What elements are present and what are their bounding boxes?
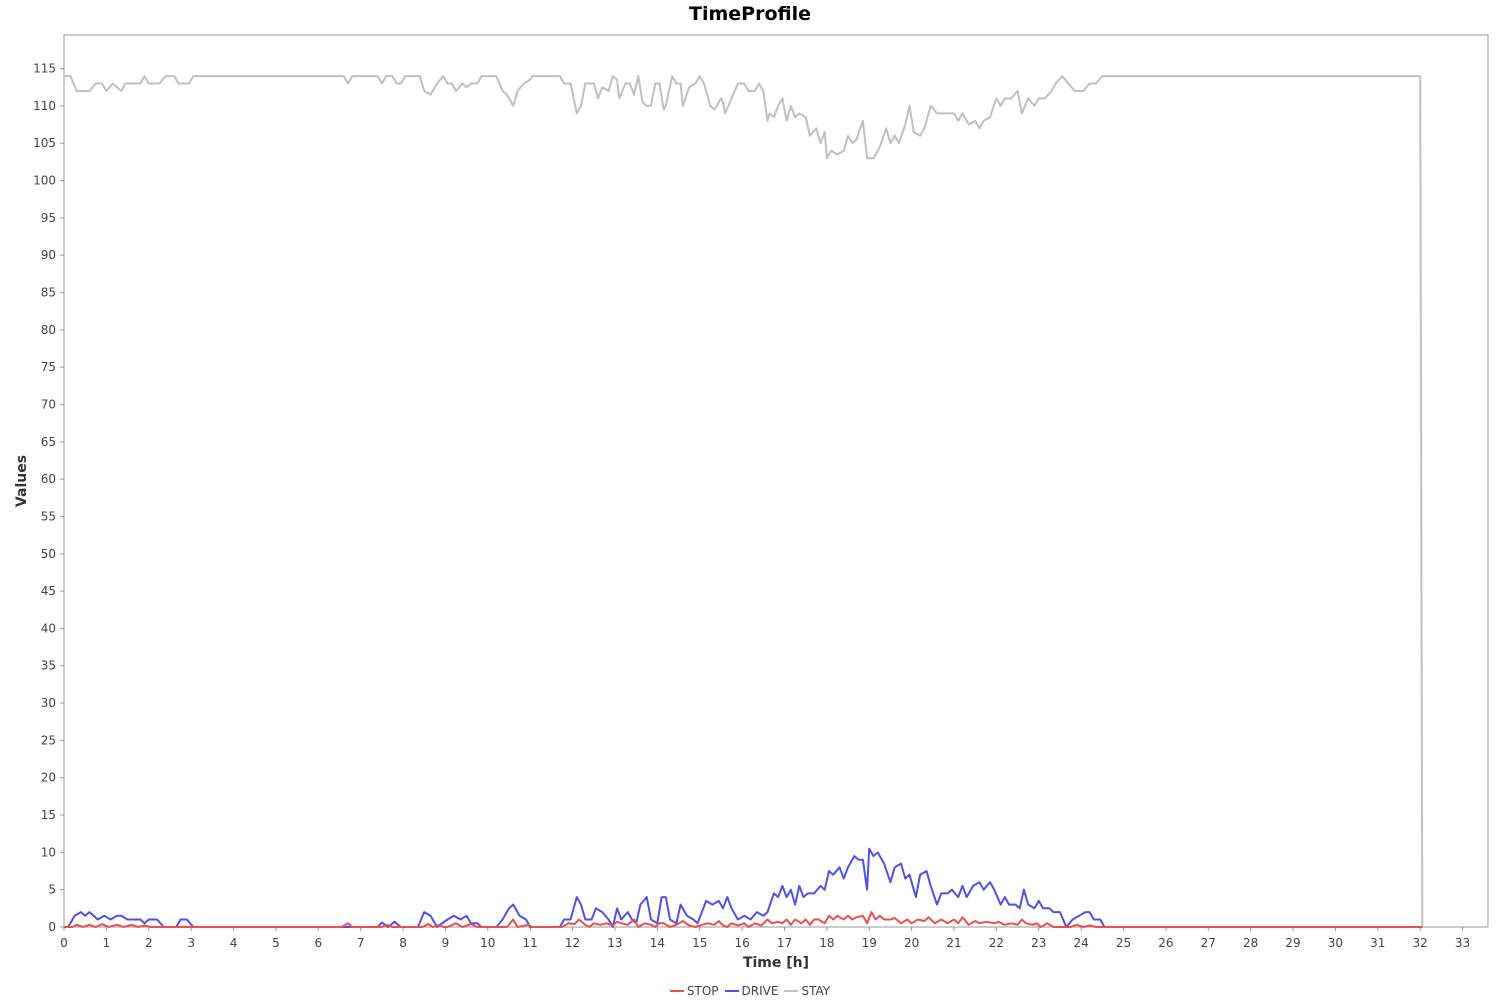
- x-tick-label: 24: [1074, 936, 1089, 950]
- legend-label: STAY: [801, 984, 831, 998]
- series-line-stop: [64, 911, 1423, 928]
- y-tick-label: 75: [41, 360, 56, 374]
- y-tick-label: 65: [41, 435, 56, 449]
- y-tick-label: 20: [41, 771, 56, 785]
- legend-label: STOP: [686, 984, 719, 998]
- y-axis-title: Values: [14, 455, 30, 507]
- y-tick-label: 35: [41, 659, 56, 673]
- plot-area: [63, 34, 1489, 928]
- x-tick-label: 32: [1413, 936, 1428, 950]
- series-line-drive: [64, 847, 1423, 928]
- x-tick-label: 6: [314, 936, 322, 950]
- x-tick-label: 11: [523, 936, 538, 950]
- x-tick-label: 0: [60, 936, 68, 950]
- y-tick-label: 110: [33, 99, 56, 113]
- x-tick-label: 25: [1116, 936, 1131, 950]
- y-axis: 0 5 10 15 20 25 30 35 40 45 50 55 60 65 70 75 80 85 90 95 10…: [33, 62, 64, 934]
- x-axis-title: Time [h]: [743, 955, 809, 971]
- x-tick-label: 22: [989, 936, 1004, 950]
- x-tick-label: 28: [1243, 936, 1258, 950]
- x-tick-label: 18: [819, 936, 834, 950]
- y-tick-label: 30: [41, 696, 56, 710]
- y-tick-label: 80: [41, 323, 56, 337]
- x-tick-label: 21: [946, 936, 961, 950]
- x-tick-label: 8: [399, 936, 407, 950]
- series-line-stay: [64, 75, 1424, 928]
- legend-item-stop: STOP: [669, 984, 719, 998]
- chart-title: TimeProfile: [689, 3, 811, 25]
- legend-swatch: [784, 990, 799, 992]
- x-tick-label: 12: [565, 936, 580, 950]
- x-tick-label: 15: [692, 936, 707, 950]
- legend-swatch: [669, 990, 684, 992]
- x-tick-label: 10: [480, 936, 495, 950]
- x-tick-label: 13: [607, 936, 622, 950]
- x-tick-label: 2: [145, 936, 153, 950]
- y-tick-label: 40: [41, 621, 56, 635]
- y-tick-label: 100: [33, 174, 56, 188]
- x-tick-label: 17: [777, 936, 792, 950]
- y-tick-label: 95: [41, 211, 56, 225]
- x-tick-label: 33: [1455, 936, 1470, 950]
- x-tick-label: 14: [650, 936, 665, 950]
- x-tick-label: 1: [103, 936, 111, 950]
- y-tick-label: 90: [41, 248, 56, 262]
- y-tick-label: 70: [41, 397, 56, 411]
- x-tick-label: 26: [1158, 936, 1173, 950]
- legend-swatch: [724, 990, 739, 992]
- x-tick-label: 4: [230, 936, 238, 950]
- x-tick-label: 23: [1031, 936, 1046, 950]
- y-tick-label: 60: [41, 472, 56, 486]
- x-tick-label: 16: [734, 936, 749, 950]
- y-tick-label: 5: [48, 883, 56, 897]
- y-tick-label: 85: [41, 286, 56, 300]
- x-axis: 0 1 2 3 4 5 6 7 8 9 10 11 12 13 14 15 16 17 18 19 20 21 22 23 24…: [60, 927, 1470, 950]
- legend-label: DRIVE: [741, 984, 779, 998]
- y-tick-label: 55: [41, 509, 56, 523]
- y-tick-label: 10: [41, 845, 56, 859]
- x-tick-label: 20: [904, 936, 919, 950]
- series-layer: [64, 75, 1424, 928]
- x-tick-label: 3: [187, 936, 195, 950]
- y-tick-label: 45: [41, 584, 56, 598]
- legend-item-stay: STAY: [784, 984, 830, 998]
- y-tick-label: 25: [41, 733, 56, 747]
- x-tick-label: 30: [1328, 936, 1343, 950]
- y-tick-label: 50: [41, 547, 56, 561]
- x-tick-label: 19: [862, 936, 877, 950]
- x-tick-label: 9: [442, 936, 450, 950]
- x-tick-label: 5: [272, 936, 280, 950]
- x-tick-label: 31: [1370, 936, 1385, 950]
- y-tick-label: 0: [48, 920, 56, 934]
- x-tick-label: 27: [1201, 936, 1216, 950]
- legend-item-drive: DRIVE: [724, 984, 779, 998]
- legend: STOP DRIVE STAY: [0, 981, 1500, 998]
- x-tick-label: 7: [357, 936, 365, 950]
- y-tick-label: 105: [33, 136, 56, 150]
- y-tick-label: 115: [33, 62, 56, 76]
- y-tick-label: 15: [41, 808, 56, 822]
- x-tick-label: 29: [1285, 936, 1300, 950]
